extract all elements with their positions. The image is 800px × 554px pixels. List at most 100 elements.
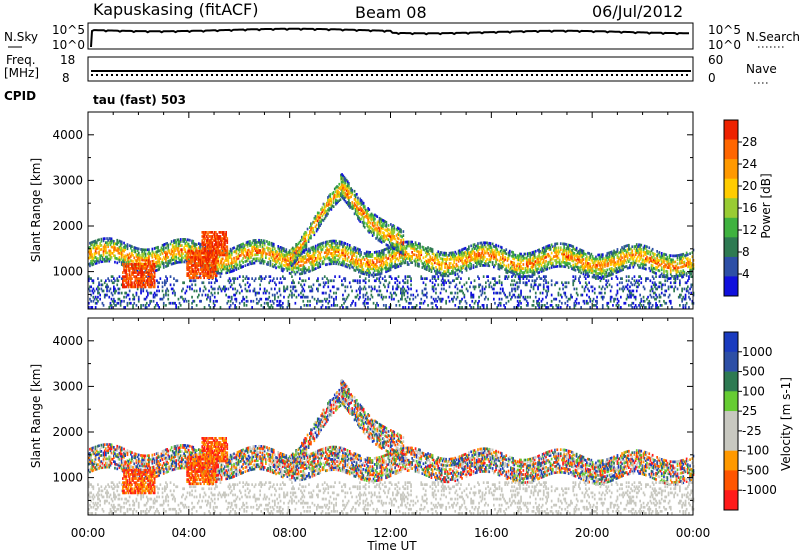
power-cell bbox=[689, 252, 691, 255]
power-cell bbox=[244, 243, 247, 247]
power-cell bbox=[315, 223, 318, 227]
power-cell bbox=[620, 263, 622, 266]
power-cell bbox=[351, 251, 353, 254]
power-cell bbox=[660, 252, 663, 255]
power-cell bbox=[389, 254, 392, 257]
power-cell bbox=[139, 254, 141, 257]
power-cell bbox=[348, 192, 350, 195]
power-cell bbox=[527, 258, 529, 262]
power-cell bbox=[531, 263, 534, 267]
power-cell bbox=[317, 289, 319, 293]
power-cell bbox=[161, 285, 164, 289]
power-cell bbox=[175, 242, 177, 246]
power-cell bbox=[228, 277, 231, 280]
power-cell bbox=[572, 263, 575, 267]
power-cell bbox=[311, 289, 314, 293]
power-cell bbox=[174, 301, 176, 305]
power-cell bbox=[483, 264, 486, 267]
power-cell bbox=[548, 244, 551, 247]
power-cell bbox=[287, 257, 290, 260]
power-cell bbox=[621, 256, 623, 260]
power-cell bbox=[303, 283, 306, 287]
power-cell bbox=[352, 259, 354, 263]
power-cell bbox=[308, 285, 310, 289]
power-cell bbox=[371, 263, 374, 267]
power-cell bbox=[267, 246, 269, 250]
power-cell bbox=[527, 260, 529, 264]
power-cell bbox=[342, 180, 345, 184]
power-cell bbox=[565, 251, 568, 254]
power-cell bbox=[89, 285, 91, 289]
power-cell bbox=[325, 249, 327, 252]
power-cell bbox=[151, 249, 154, 253]
power-cell bbox=[689, 272, 691, 276]
power-cell bbox=[375, 263, 377, 266]
power-cell bbox=[365, 262, 368, 266]
power-cell bbox=[357, 202, 359, 206]
power-cell bbox=[471, 248, 474, 251]
power-cell bbox=[260, 304, 263, 307]
power-cell bbox=[354, 263, 357, 266]
power-cell bbox=[395, 228, 398, 231]
power-cell bbox=[436, 262, 438, 265]
power-cell bbox=[495, 258, 497, 261]
power-cell bbox=[251, 253, 253, 257]
power-cell bbox=[343, 182, 346, 185]
power-cell bbox=[683, 270, 686, 274]
power-cell bbox=[382, 237, 384, 241]
power-cell bbox=[108, 279, 111, 283]
power-cell bbox=[574, 262, 577, 266]
power-cell bbox=[99, 244, 101, 247]
power-cell bbox=[328, 202, 330, 206]
power-cell bbox=[285, 250, 288, 254]
power-cell bbox=[571, 255, 573, 258]
power-cell bbox=[204, 287, 207, 291]
power-cell bbox=[593, 259, 596, 263]
power-cell bbox=[145, 301, 148, 305]
power-cell bbox=[687, 261, 689, 265]
power-cell bbox=[626, 256, 629, 260]
power-cell bbox=[105, 249, 107, 253]
power-cell bbox=[166, 256, 168, 260]
power-cell bbox=[470, 267, 472, 270]
power-cell bbox=[263, 249, 266, 253]
power-cell bbox=[369, 265, 371, 269]
power-cell bbox=[356, 262, 359, 265]
power-cell bbox=[344, 250, 347, 253]
power-cell bbox=[364, 252, 367, 256]
power-cell bbox=[240, 264, 242, 267]
power-cell bbox=[144, 258, 147, 262]
power-cell bbox=[515, 264, 518, 268]
power-cell bbox=[363, 258, 366, 261]
power-cell bbox=[527, 264, 529, 268]
power-cell bbox=[330, 206, 333, 209]
power-cell bbox=[102, 237, 105, 241]
power-cell bbox=[99, 256, 101, 260]
power-cell bbox=[367, 267, 369, 270]
power-cell bbox=[446, 274, 449, 278]
power-cell bbox=[327, 204, 329, 207]
power-cell bbox=[402, 230, 405, 233]
power-cell bbox=[88, 246, 90, 250]
power-cell bbox=[300, 283, 302, 287]
power-cell bbox=[690, 272, 693, 275]
power-cell bbox=[270, 243, 273, 247]
power-cell bbox=[304, 247, 307, 251]
power-cell bbox=[474, 253, 477, 256]
power-cell bbox=[302, 250, 304, 254]
power-cell bbox=[527, 268, 529, 272]
power-cell bbox=[93, 242, 96, 245]
power-cell bbox=[128, 289, 131, 293]
power-cell bbox=[110, 306, 113, 309]
power-cell bbox=[355, 249, 358, 252]
power-cell bbox=[642, 248, 645, 252]
power-cell bbox=[631, 249, 634, 253]
power-cell bbox=[212, 301, 215, 305]
power-cell bbox=[164, 281, 166, 285]
power-cell bbox=[571, 251, 573, 254]
power-cell bbox=[303, 255, 306, 258]
power-cell bbox=[649, 259, 652, 262]
power-cell bbox=[545, 268, 547, 271]
power-cell bbox=[337, 200, 339, 204]
power-cell bbox=[95, 261, 98, 265]
